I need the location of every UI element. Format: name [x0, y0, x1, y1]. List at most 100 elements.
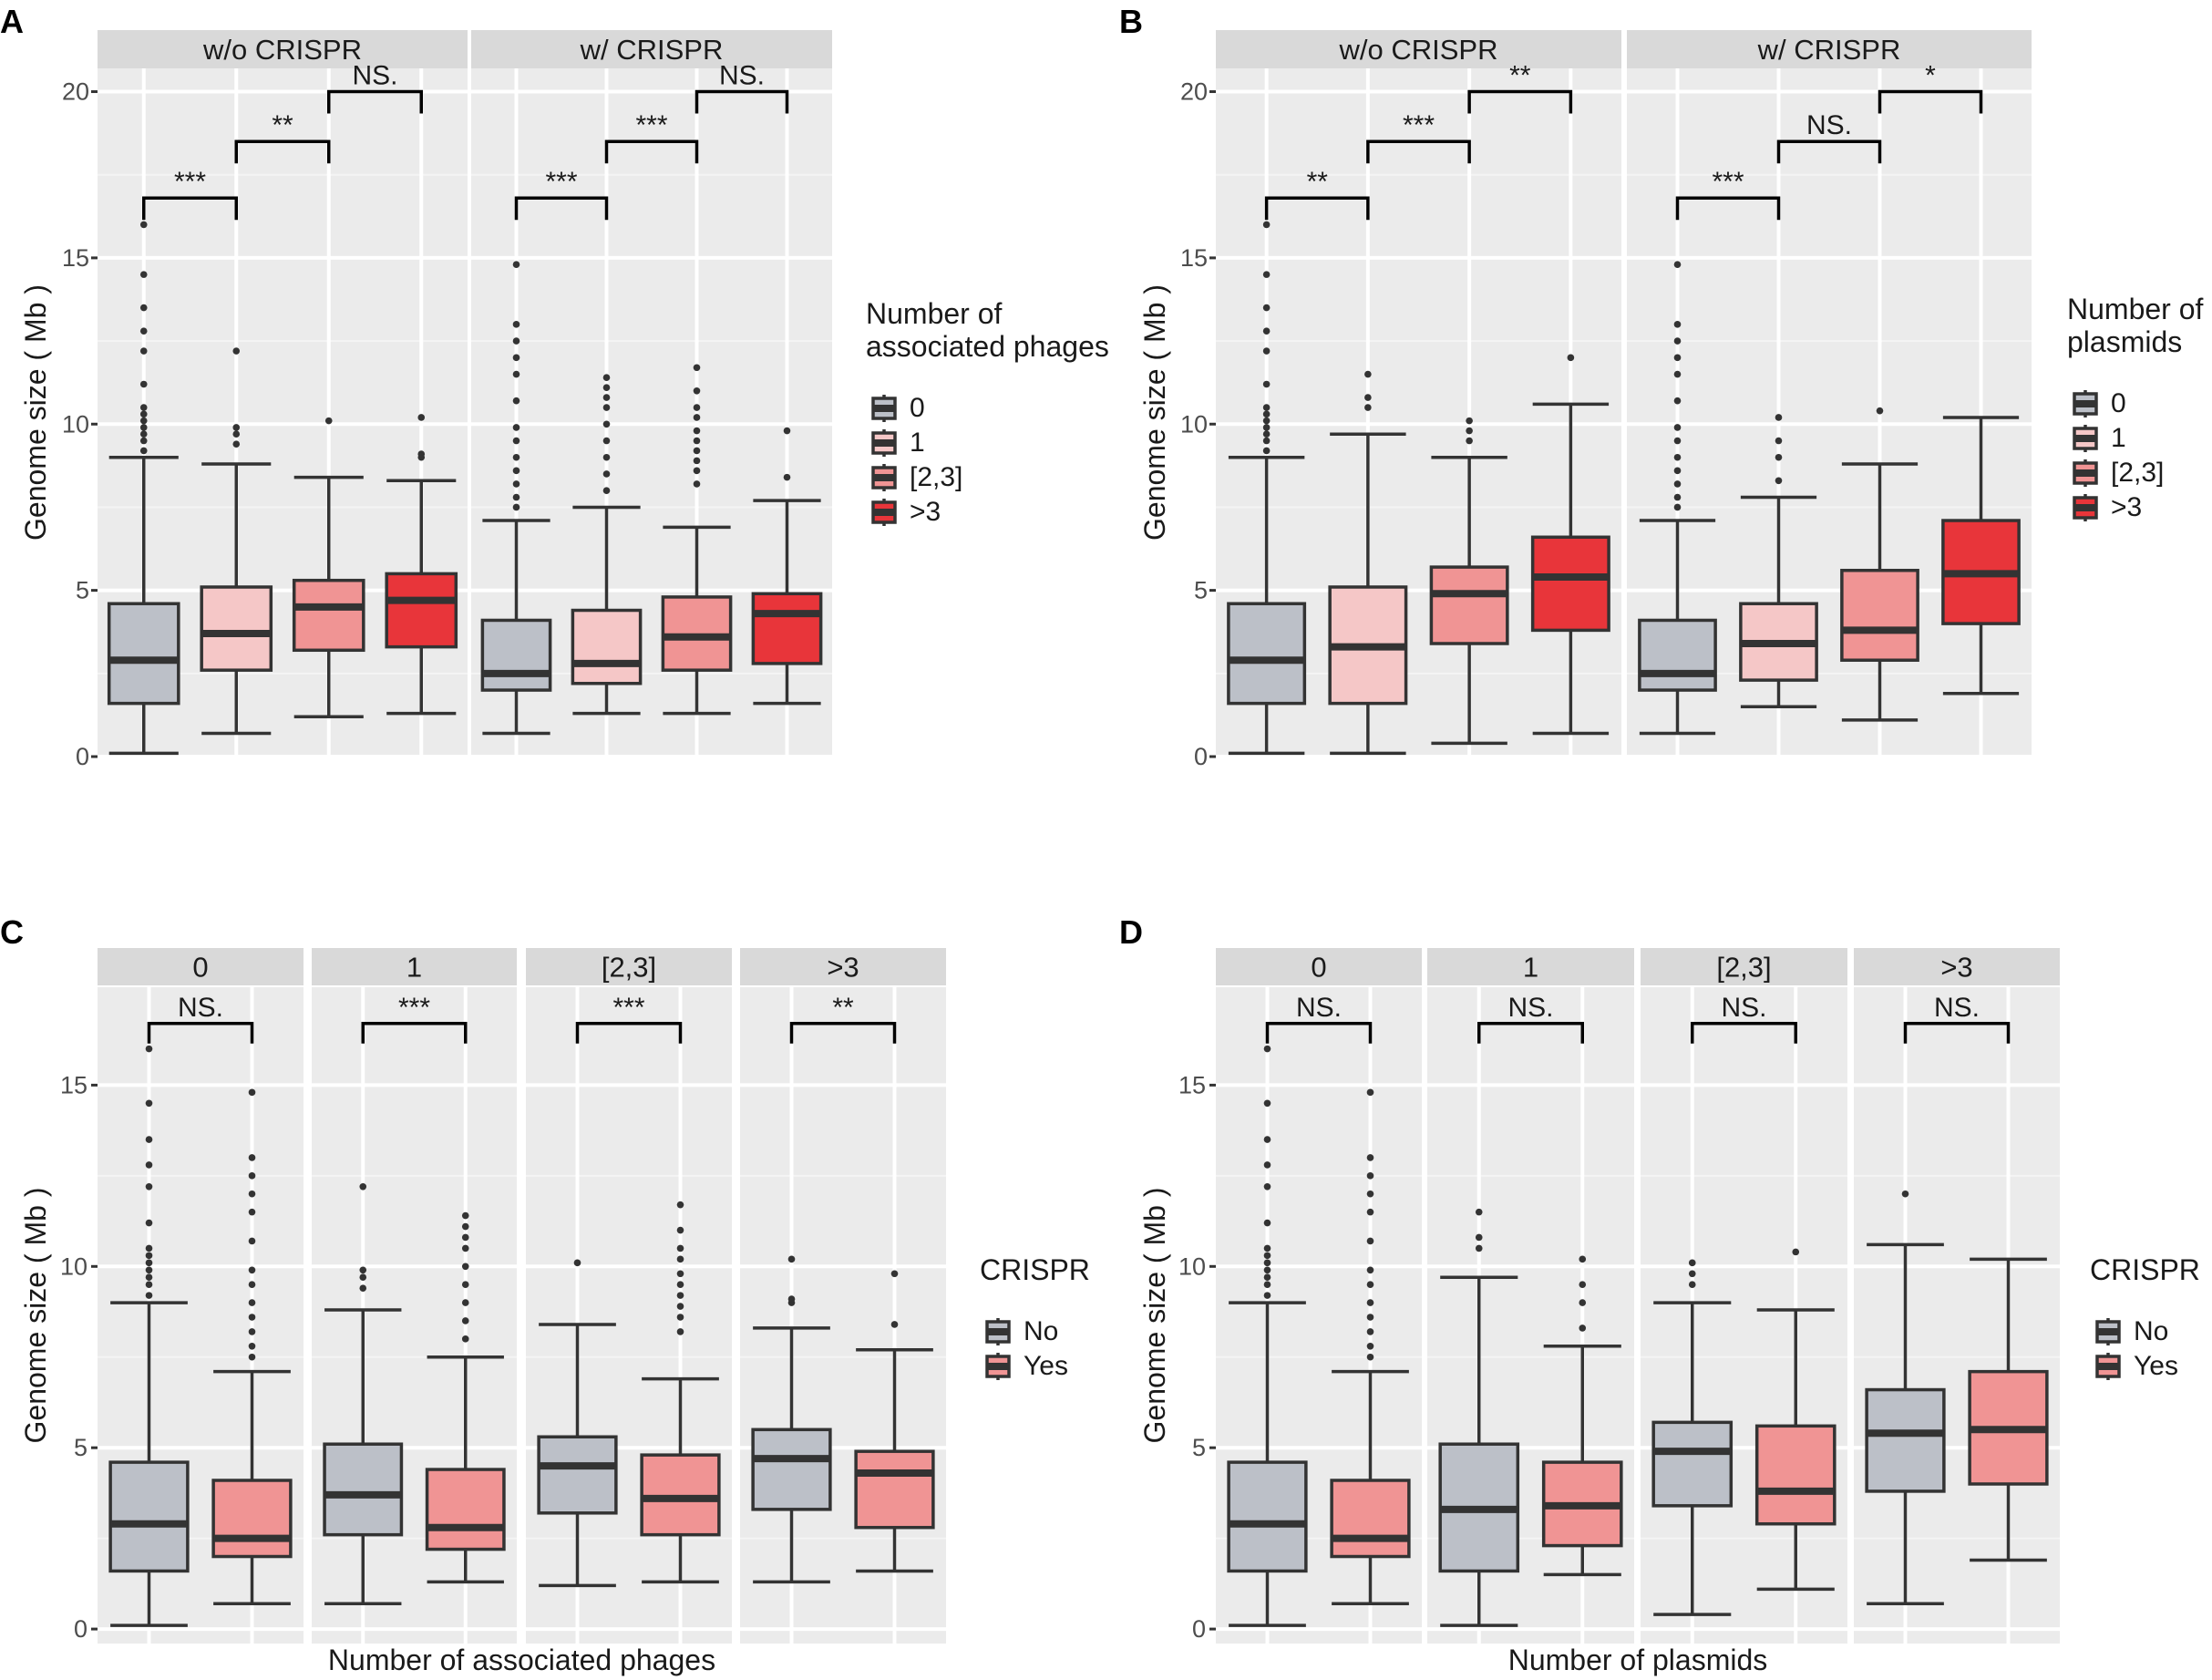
- x-axis-title: Number of plasmids: [1508, 1644, 1768, 1676]
- outlier-point: [1673, 453, 1682, 461]
- significance-label: NS.: [719, 61, 765, 91]
- outlier-point: [1579, 1324, 1587, 1332]
- significance-label: **: [832, 993, 854, 1023]
- outlier-point: [676, 1226, 684, 1234]
- legend-key: [2095, 1318, 2121, 1345]
- outlier-point: [1673, 321, 1682, 328]
- significance-bracket: [1265, 1022, 1373, 1044]
- outlier-point: [1366, 1266, 1374, 1274]
- legend-label: 1: [910, 428, 925, 458]
- outlier-point: [602, 437, 611, 445]
- facet: w/ CRISPR *** NS. *: [1627, 30, 2032, 758]
- box-0: [480, 261, 552, 736]
- outlier-point: [1366, 1299, 1374, 1306]
- outlier-point: [693, 414, 701, 421]
- facet-strip: [1854, 948, 2060, 985]
- outlier-point: [512, 437, 520, 445]
- outlier-point: [359, 1273, 367, 1282]
- legend-key: [985, 1318, 1011, 1345]
- box-iqr: [1227, 602, 1307, 706]
- legend-title: plasmids: [2067, 325, 2182, 358]
- outlier-point: [890, 1270, 899, 1278]
- significance-label: ***: [612, 993, 644, 1023]
- box-iqr: [480, 618, 552, 692]
- outlier-point: [1366, 1314, 1374, 1321]
- legend-label: 0: [2111, 388, 2126, 418]
- outlier-point: [693, 427, 701, 435]
- facet: w/o CRISPR*******: [1216, 30, 1621, 758]
- outlier-point: [1262, 437, 1271, 445]
- outlier-point: [139, 410, 148, 418]
- significance-bracket: [1903, 1022, 2011, 1044]
- outlier-point: [693, 364, 701, 372]
- outlier-point: [783, 473, 791, 481]
- outlier-point: [602, 470, 611, 478]
- box-Yes: [1754, 1248, 1836, 1592]
- y-tick-label: 15: [62, 244, 89, 272]
- significance-bracket: [1366, 139, 1471, 164]
- facet-strip: [1627, 30, 2032, 68]
- outlier-point: [1366, 1343, 1374, 1350]
- legend-key: [871, 429, 897, 457]
- outlier-point: [145, 1266, 153, 1274]
- outlier-point: [1901, 1190, 1909, 1198]
- outlier-point: [1262, 271, 1271, 278]
- significance-bracket: [361, 1022, 468, 1044]
- facet-strip: [1216, 30, 1621, 68]
- outlier-point: [145, 1182, 153, 1190]
- outlier-point: [248, 1281, 256, 1288]
- outlier-point: [676, 1255, 684, 1263]
- outlier-point: [676, 1328, 684, 1335]
- legend-title: associated phages: [866, 330, 1109, 363]
- outlier-point: [676, 1201, 684, 1209]
- outlier-point: [139, 347, 148, 355]
- y-tick-label: 15: [60, 1071, 87, 1098]
- box-iqr: [751, 592, 823, 665]
- box-[2,3]: [661, 364, 733, 716]
- box-1: [1328, 370, 1408, 756]
- outlier-point: [139, 424, 148, 431]
- y-axis-title: Genome size ( Mb ): [1138, 1188, 1171, 1444]
- facet: 1 NS.: [1427, 948, 1634, 1644]
- outlier-point: [461, 1299, 469, 1306]
- outlier-point: [1262, 327, 1271, 335]
- significance-bracket: [575, 1022, 683, 1044]
- box-iqr: [211, 1479, 293, 1559]
- outlier-point: [676, 1281, 684, 1288]
- outlier-point: [512, 467, 520, 475]
- significance-label: NS.: [1721, 993, 1766, 1023]
- outlier-point: [145, 1273, 153, 1282]
- outlier-point: [324, 417, 333, 425]
- outlier-point: [1263, 1281, 1271, 1288]
- outlier-point: [461, 1317, 469, 1324]
- outlier-point: [783, 427, 791, 435]
- outlier-point: [602, 384, 611, 391]
- y-tick-label: 10: [1180, 410, 1208, 438]
- outlier-point: [1673, 467, 1682, 475]
- legend-label: 0: [910, 393, 925, 423]
- outlier-point: [145, 1099, 153, 1108]
- facet-strip-label: >3: [827, 952, 859, 984]
- y-tick-label: 15: [1180, 244, 1208, 272]
- panel-letter: A: [0, 3, 24, 40]
- box-iqr: [1638, 618, 1717, 692]
- legend-label: No: [1024, 1316, 1058, 1346]
- box-iqr: [1530, 535, 1610, 633]
- outlier-point: [1263, 1219, 1271, 1227]
- box-iqr: [292, 578, 365, 653]
- outlier-point: [602, 374, 611, 382]
- outlier-point: [145, 1292, 153, 1299]
- outlier-point: [1262, 221, 1271, 229]
- outlier-point: [1475, 1244, 1483, 1252]
- significance-bracket: [1675, 196, 1781, 221]
- box-iqr: [1754, 1424, 1836, 1526]
- panel-background: [1854, 987, 2060, 1644]
- facet-strip-label: w/o CRISPR: [202, 34, 362, 66]
- significance-label: NS.: [178, 993, 223, 1023]
- significance-bracket: [147, 1022, 254, 1044]
- box->3: [1941, 416, 2021, 696]
